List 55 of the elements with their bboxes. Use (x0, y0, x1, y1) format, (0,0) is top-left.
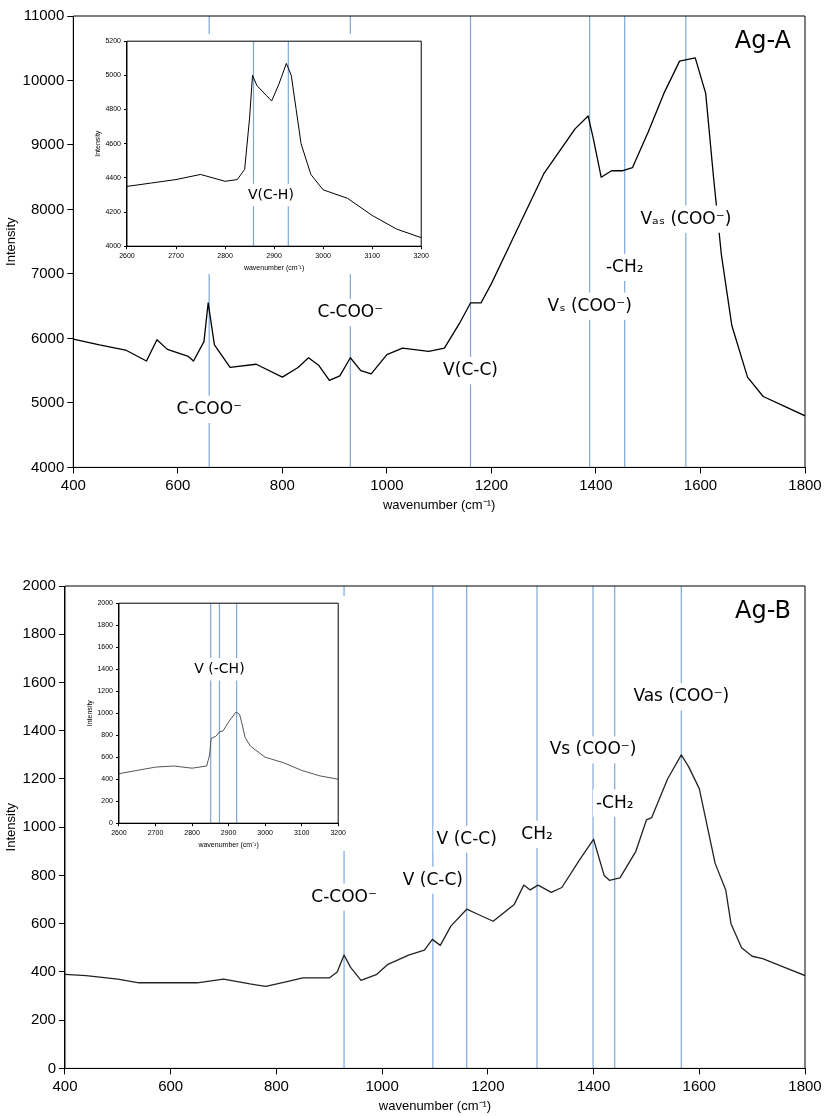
annotation: -CH₂ (605, 255, 644, 276)
y-axis-title: Intensity (3, 802, 19, 852)
annotation: CH₂ (521, 822, 553, 843)
y-tick-label: 11000 (23, 6, 65, 24)
y-tick-label: 200 (30, 1010, 56, 1028)
x-tick-label: 1200 (474, 475, 509, 493)
annotation: -CH₂ (595, 791, 634, 812)
y-tick-label: 1400 (22, 720, 56, 738)
x-tick-label: 400 (52, 1076, 78, 1094)
x-tick-label: 800 (263, 1076, 289, 1094)
x-tick-label: 1400 (576, 1076, 611, 1094)
y-axis-title: Intensity (3, 217, 19, 266)
annotation: Vₐₛ (COO⁻) (640, 207, 732, 228)
y-tick-label: 1800 (22, 624, 56, 642)
x-tick-label: 1600 (682, 1076, 716, 1094)
y-tick-label: 0 (47, 1058, 56, 1076)
y-tick-label: 1200 (22, 769, 56, 787)
text: Ag-B (735, 596, 791, 625)
annotation: V (C-C) (402, 868, 463, 889)
x-tick-label: 1200 (471, 1076, 505, 1094)
annotation: C-COO⁻ (311, 885, 377, 906)
annotation: V(C-C) (443, 359, 498, 380)
annotation: Vs (COO⁻) (549, 738, 637, 759)
x-tick-label: 1600 (683, 475, 718, 493)
annotation: C-COO⁻ (176, 397, 242, 418)
annotation: V (-CH) (194, 659, 245, 676)
x-axis-title: wavenumber (cm⁻¹) (381, 496, 496, 512)
x-tick-label: 1800 (788, 1076, 822, 1094)
y-tick-label: 5000 (30, 393, 65, 411)
y-tick-label: 2000 (22, 576, 56, 594)
x-tick-label: 1000 (365, 1076, 399, 1094)
x-tick-label: 600 (158, 1076, 184, 1094)
annotation: Vas (COO⁻) (633, 685, 730, 706)
y-tick-label: 600 (30, 913, 56, 931)
y-tick-label: 8000 (30, 199, 65, 217)
text: Ag-A (734, 26, 792, 55)
y-tick-label: 6000 (30, 328, 65, 346)
y-tick-label: 9000 (30, 135, 65, 153)
annotation: V (C-C) (436, 827, 497, 848)
x-tick-label: 1400 (579, 475, 613, 493)
annotation: C-COO⁻ (317, 301, 384, 322)
y-tick-label: 4000 (30, 457, 65, 475)
x-tick-label: 600 (165, 475, 191, 493)
y-tick-label: 800 (30, 865, 56, 883)
annotation: Vₛ (COO⁻) (547, 294, 632, 315)
y-tick-label: 400 (30, 962, 56, 980)
y-tick-label: 10000 (22, 70, 65, 88)
y-tick-label: 7000 (30, 264, 65, 282)
x-tick-label: 400 (60, 475, 86, 493)
x-axis-title: wavenumber (cm⁻¹) (377, 1097, 492, 1113)
annotation: V(C-H) (247, 185, 294, 202)
x-tick-label: 800 (269, 475, 295, 493)
x-tick-label: 1800 (788, 475, 822, 493)
y-tick-label: 1600 (22, 672, 56, 690)
x-tick-label: 1000 (370, 475, 404, 493)
